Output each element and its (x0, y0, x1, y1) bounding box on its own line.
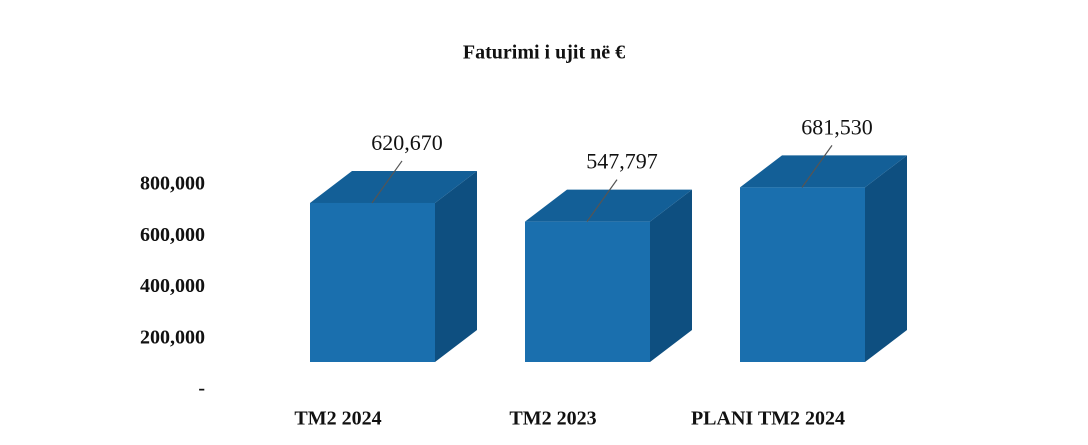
y-tick-label: 800,000 (140, 173, 205, 195)
bar-top (310, 170, 477, 203)
x-tick-label: PLANI TM2 2024 (691, 408, 845, 430)
data-label: 620,670 (371, 130, 443, 155)
y-tick-label: 400,000 (140, 275, 205, 297)
leader-line (371, 160, 403, 204)
bar (310, 202, 435, 362)
data-label: 681,530 (801, 114, 873, 139)
bar (525, 221, 650, 362)
data-label: 547,797 (586, 149, 658, 174)
leader-line (801, 145, 833, 188)
bar-side (865, 155, 907, 362)
y-tick-label: - (198, 378, 205, 400)
y-tick-label: 600,000 (140, 224, 205, 246)
x-tick-label: TM2 2023 (509, 408, 596, 430)
chart-title: Faturimi i ujit në € (463, 42, 625, 64)
bar-top (525, 189, 692, 222)
bar-side (650, 189, 692, 362)
y-tick-label: 200,000 (140, 326, 205, 348)
x-tick-label: TM2 2024 (294, 408, 381, 430)
bar-side (435, 170, 477, 362)
bar-top (740, 155, 907, 188)
bar (740, 187, 865, 362)
leader-line (586, 179, 618, 222)
